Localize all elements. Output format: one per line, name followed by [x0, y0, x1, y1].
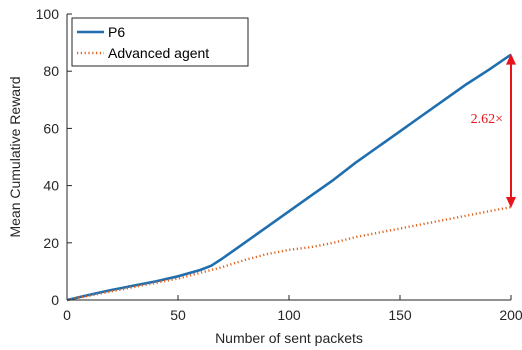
y-tick-label: 40	[43, 178, 59, 194]
x-tick-label: 0	[63, 307, 71, 323]
y-tick-label: 60	[43, 120, 59, 136]
y-tick-label: 100	[36, 6, 60, 22]
y-tick-label: 0	[51, 292, 59, 308]
legend: P6 Advanced agent	[71, 17, 249, 67]
y-tick-label: 80	[43, 63, 59, 79]
annotation-arrowhead-bottom	[506, 197, 516, 209]
y-axis-label: Mean Cumulative Reward	[7, 76, 23, 237]
ratio-annotation: 2.62×	[471, 53, 516, 209]
x-axis-label: Number of sent packets	[215, 330, 363, 346]
legend-label: Advanced agent	[108, 45, 209, 61]
series-line-p6	[66, 53, 512, 302]
x-tick-label: 50	[170, 307, 186, 323]
plot-lines	[66, 53, 512, 302]
annotation-arrowhead-top	[506, 53, 516, 65]
y-tick-label: 20	[43, 235, 59, 251]
annotation-label: 2.62×	[471, 112, 503, 127]
x-tick-label: 100	[277, 307, 301, 323]
x-tick-label: 200	[499, 307, 522, 323]
axes: 0 50 100 150 200 0 20 40 60 80 100 Number of sent p…	[7, 6, 522, 346]
x-tick-label: 150	[388, 307, 412, 323]
legend-label: P6	[108, 24, 125, 40]
legend-box	[71, 17, 249, 67]
